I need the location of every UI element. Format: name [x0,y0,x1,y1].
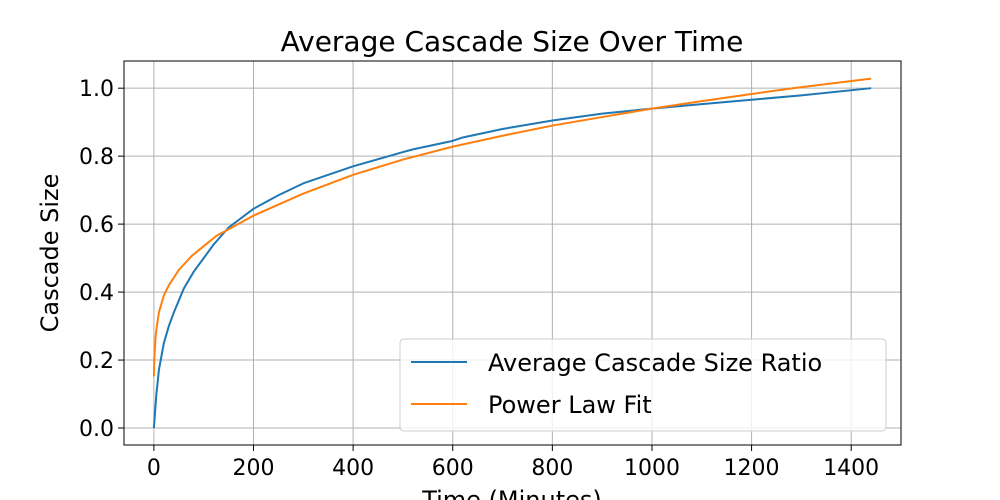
series-line-power-law-fit [152,77,872,377]
y-tick-label: 0.8 [79,145,114,170]
x-tick-label: 800 [531,456,573,481]
chart-title: Average Cascade Size Over Time [281,25,744,58]
y-tick-label: 0.4 [79,281,114,306]
x-tick-label: 200 [233,456,275,481]
y-tick-label: 0.2 [79,349,114,374]
legend-label-average-cascade-size-ratio: Average Cascade Size Ratio [488,349,822,377]
series-line-average-cascade-size-ratio [152,87,872,429]
x-tick-label: 1200 [724,456,780,481]
series-lines [152,77,872,429]
x-tick-label: 400 [332,456,374,481]
x-tick-label: 600 [432,456,474,481]
x-tick-label: 0 [147,456,161,481]
y-tick-label: 0.0 [79,417,114,442]
x-tick-label: 1400 [823,456,879,481]
legend-box [399,338,887,432]
y-axis-label: Cascade Size [36,174,64,333]
y-tick-label: 1.0 [79,77,114,102]
x-axis-label: Time (Minutes) [421,486,602,500]
axis-ticks: 0 200 400 600 800 1000 1200 1400 0.0 0.2 0.4 0.6 0.8… [79,77,879,481]
plot-area-frame [123,60,902,446]
legend: Average Cascade Size Ratio Power Law Fit [399,338,887,432]
x-tick-label: 1000 [624,456,680,481]
y-tick-label: 0.6 [79,213,114,238]
legend-label-power-law-fit: Power Law Fit [488,391,652,419]
